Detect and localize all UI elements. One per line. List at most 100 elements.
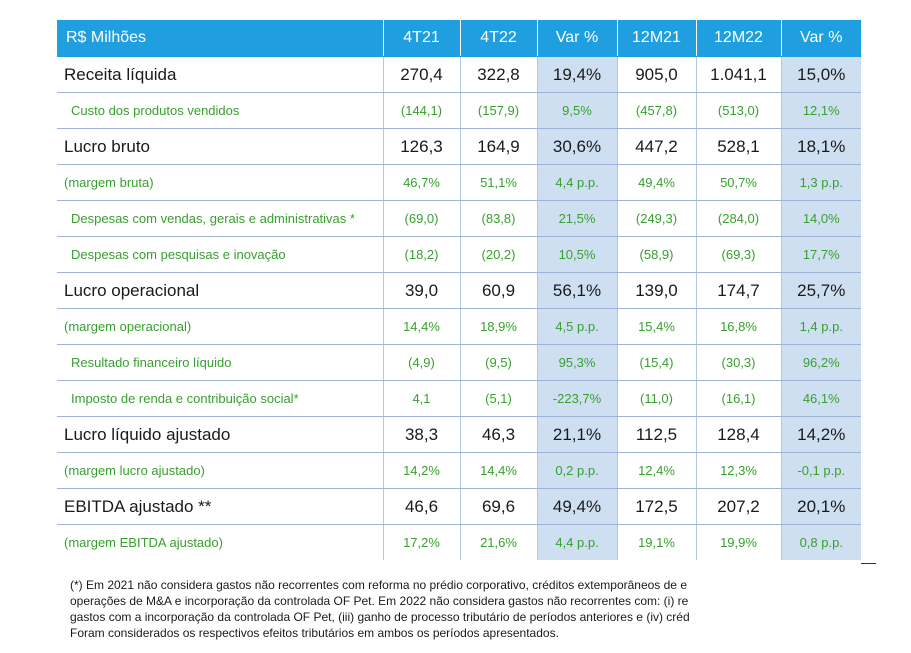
cell-value: (5,1) bbox=[459, 380, 537, 417]
cell-variation: -0,1 p.p. bbox=[780, 452, 861, 489]
cell-value: 207,2 bbox=[695, 488, 781, 525]
cell-value: 14,2% bbox=[382, 452, 460, 489]
cell-value: (157,9) bbox=[459, 92, 537, 129]
cell-value: 18,9% bbox=[459, 308, 537, 345]
row-label: Lucro líquido ajustado bbox=[57, 416, 383, 453]
cell-value: 128,4 bbox=[695, 416, 781, 453]
table-row: Lucro bruto 126,3 164,9 30,6% 447,2 528,… bbox=[57, 128, 861, 165]
cell-value: 528,1 bbox=[695, 128, 781, 165]
row-label: Despesas com pesquisas e inovação bbox=[57, 236, 383, 273]
cell-value: 126,3 bbox=[382, 128, 460, 165]
cell-value: 69,6 bbox=[459, 488, 537, 525]
footnote-line: gastos com a incorporação da controlada … bbox=[70, 610, 690, 624]
cell-value: 164,9 bbox=[459, 128, 537, 165]
cell-variation: 14,0% bbox=[780, 200, 861, 237]
cell-variation: 30,6% bbox=[536, 128, 617, 165]
cell-value: 4,1 bbox=[382, 380, 460, 417]
row-label: Resultado financeiro líquido bbox=[57, 344, 383, 381]
table-row: Receita líquida 270,4 322,8 19,4% 905,0 … bbox=[57, 56, 861, 93]
footnote-line: (*) Em 2021 não considera gastos não rec… bbox=[70, 578, 687, 592]
cell-variation: 4,5 p.p. bbox=[536, 308, 617, 345]
header-4t21: 4T21 bbox=[382, 20, 460, 57]
cell-variation: 17,7% bbox=[780, 236, 861, 273]
cell-value: 139,0 bbox=[616, 272, 696, 309]
header-var-year: Var % bbox=[780, 20, 861, 57]
cell-variation: 9,5% bbox=[536, 92, 617, 129]
cell-value: 174,7 bbox=[695, 272, 781, 309]
cell-value: 14,4% bbox=[459, 452, 537, 489]
row-label: (margem EBITDA ajustado) bbox=[64, 535, 223, 550]
row-label: Imposto de renda e contribuição social* bbox=[57, 380, 383, 417]
cell-value: (11,0) bbox=[616, 380, 696, 417]
cell-variation: 4,4 p.p. bbox=[536, 164, 617, 201]
table-row: (margem lucro ajustado) 14,2% 14,4% 0,2 … bbox=[57, 452, 861, 489]
financial-table: R$ Milhões 4T21 4T22 Var % 12M21 12M22 V… bbox=[57, 20, 861, 560]
cell-value: (9,5) bbox=[459, 344, 537, 381]
cell-variation: -223,7% bbox=[536, 380, 617, 417]
cell-value: (284,0) bbox=[695, 200, 781, 237]
footnote: (*) Em 2021 não considera gastos não rec… bbox=[70, 577, 875, 641]
table-row: Imposto de renda e contribuição social* … bbox=[57, 380, 861, 417]
cell-value: (16,1) bbox=[695, 380, 781, 417]
table-row: Resultado financeiro líquido (4,9) (9,5)… bbox=[57, 344, 861, 381]
cell-value: 15,4% bbox=[616, 308, 696, 345]
table-row: (margem operacional) 14,4% 18,9% 4,5 p.p… bbox=[57, 308, 861, 345]
cell-value: 21,6% bbox=[459, 524, 537, 560]
cell-variation: 95,3% bbox=[536, 344, 617, 381]
cell-variation: 18,1% bbox=[780, 128, 861, 165]
cell-value: 447,2 bbox=[616, 128, 696, 165]
row-label: Lucro operacional bbox=[57, 272, 383, 309]
table-row: Lucro operacional 39,0 60,9 56,1% 139,0 … bbox=[57, 272, 861, 309]
row-label: (margem bruta) bbox=[57, 164, 383, 201]
cell-value: 322,8 bbox=[459, 56, 537, 93]
cell-value: (69,3) bbox=[695, 236, 781, 273]
cell-variation: 1,4 p.p. bbox=[780, 308, 861, 345]
cell-value: 12,3% bbox=[695, 452, 781, 489]
cell-value: 38,3 bbox=[382, 416, 460, 453]
cell-value: 112,5 bbox=[616, 416, 696, 453]
cell-variation: 21,1% bbox=[536, 416, 617, 453]
cell-value: (30,3) bbox=[695, 344, 781, 381]
cell-value: (457,8) bbox=[616, 92, 696, 129]
cell-variation: 12,1% bbox=[780, 92, 861, 129]
cell-value: (83,8) bbox=[459, 200, 537, 237]
cell-value: 51,1% bbox=[459, 164, 537, 201]
cell-variation: 19,4% bbox=[536, 56, 617, 93]
cell-value: (144,1) bbox=[382, 92, 460, 129]
cell-value: (69,0) bbox=[382, 200, 460, 237]
table-end-rule bbox=[861, 563, 876, 564]
cell-variation: 4,4 p.p. bbox=[536, 524, 617, 560]
header-var-quarter: Var % bbox=[536, 20, 617, 57]
cell-value: 46,6 bbox=[382, 488, 460, 525]
row-label: Custo dos produtos vendidos bbox=[57, 92, 383, 129]
row-label: EBITDA ajustado ** bbox=[57, 488, 383, 525]
table-header-row: R$ Milhões 4T21 4T22 Var % 12M21 12M22 V… bbox=[57, 20, 861, 57]
cell-variation: 25,7% bbox=[780, 272, 861, 309]
cell-variation: 0,2 p.p. bbox=[536, 452, 617, 489]
cell-variation: 0,8 p.p. bbox=[780, 524, 861, 560]
row-label: Lucro bruto bbox=[57, 128, 383, 165]
cell-value: 39,0 bbox=[382, 272, 460, 309]
row-label: Despesas com vendas, gerais e administra… bbox=[57, 200, 383, 237]
cell-value: 17,2% bbox=[382, 524, 460, 560]
footnote-line: Foram considerados os respectivos efeito… bbox=[70, 626, 559, 640]
cell-variation: 15,0% bbox=[780, 56, 861, 93]
cell-value: 19,1% bbox=[616, 524, 696, 560]
cell-value: (4,9) bbox=[382, 344, 460, 381]
cell-value: (15,4) bbox=[616, 344, 696, 381]
row-label: Receita líquida bbox=[57, 56, 383, 93]
cell-value: 1.041,1 bbox=[695, 56, 781, 93]
cell-variation: 10,5% bbox=[536, 236, 617, 273]
table-row: Custo dos produtos vendidos (144,1) (157… bbox=[57, 92, 861, 129]
table-row: Despesas com vendas, gerais e administra… bbox=[57, 200, 861, 237]
cell-variation: 96,2% bbox=[780, 344, 861, 381]
cell-variation: 49,4% bbox=[536, 488, 617, 525]
cell-value: 270,4 bbox=[382, 56, 460, 93]
cell-value: 16,8% bbox=[695, 308, 781, 345]
cell-value: 12,4% bbox=[616, 452, 696, 489]
cell-value: 46,7% bbox=[382, 164, 460, 201]
header-4t22: 4T22 bbox=[459, 20, 537, 57]
footnote-line: operações de M&A e incorporação da contr… bbox=[70, 594, 689, 608]
cell-value: (58,9) bbox=[616, 236, 696, 273]
header-12m21: 12M21 bbox=[616, 20, 696, 57]
